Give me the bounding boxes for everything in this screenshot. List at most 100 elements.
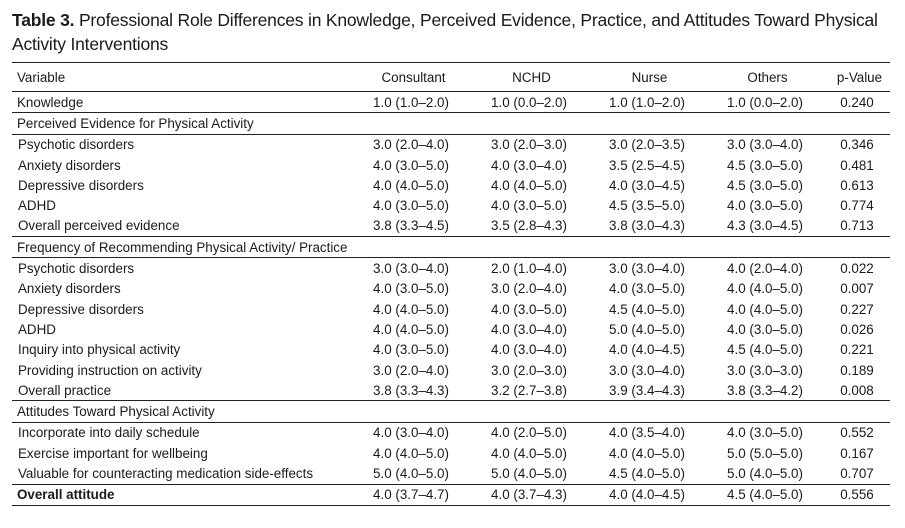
- variable-cell: Valuable for counteracting medication si…: [18, 465, 314, 481]
- nurse-cell: 4.0 (4.0–4.5): [588, 483, 706, 506]
- others-cell: 4.0 (3.0–5.0): [727, 321, 803, 337]
- nurse-cell: 4.5 (3.5–5.0): [609, 198, 685, 214]
- section-title: Frequency of Recommending Physical Activ…: [12, 236, 890, 259]
- table-row: Overall attitude 4.0 (3.7–4.7) 4.0 (3.7–4.…: [12, 483, 890, 506]
- nchd-cell: 2.0 (1.0–4.0): [491, 261, 567, 277]
- consultant-cell: 4.0 (4.0–5.0): [373, 321, 449, 337]
- nurse-cell: 3.8 (3.0–4.3): [609, 218, 685, 234]
- nurse-cell: 5.0 (4.0–5.0): [609, 321, 685, 337]
- header-variable: Variable: [12, 62, 352, 92]
- variable-cell: Knowledge: [12, 90, 352, 114]
- nchd-cell: 4.0 (4.0–5.0): [491, 177, 567, 193]
- nurse-cell: 3.0 (2.0–3.5): [609, 137, 685, 153]
- others-cell: 3.0 (3.0–3.0): [727, 362, 803, 378]
- variable-cell: Depressive disorders: [18, 301, 144, 317]
- p-value-cell: 0.227: [840, 301, 874, 317]
- nchd-cell: 4.0 (3.7–4.3): [470, 483, 588, 506]
- table-row: Providing instruction on activity 3.0 (2.…: [12, 360, 890, 380]
- p-value-cell: 0.221: [840, 342, 874, 358]
- nurse-cell: 4.5 (4.0–5.0): [609, 465, 685, 481]
- p-value-cell: 0.007: [840, 281, 874, 297]
- others-cell: 4.5 (3.0–5.0): [727, 157, 803, 173]
- table-row: Incorporate into daily schedule 4.0 (3.0–…: [12, 422, 890, 443]
- variable-cell: Incorporate into daily schedule: [18, 425, 200, 441]
- nchd-cell: 4.0 (3.0–4.0): [491, 342, 567, 358]
- variable-cell: Psychotic disorders: [18, 137, 135, 153]
- table-row: Valuable for counteracting medication si…: [12, 463, 890, 484]
- consultant-cell: 4.0 (3.0–5.0): [373, 342, 449, 358]
- p-value-cell: 0.481: [840, 157, 874, 173]
- variable-cell: Overall attitude: [12, 483, 352, 506]
- consultant-cell: 3.0 (2.0–4.0): [373, 362, 449, 378]
- nchd-cell: 3.0 (2.0–3.0): [491, 137, 567, 153]
- nchd-cell: 5.0 (4.0–5.0): [491, 465, 567, 481]
- others-cell: 3.0 (3.0–4.0): [727, 137, 803, 153]
- nurse-cell: 4.0 (4.0–5.0): [609, 445, 685, 461]
- others-cell: 4.0 (3.0–5.0): [727, 425, 803, 441]
- consultant-cell: 4.0 (3.7–4.7): [352, 483, 470, 506]
- nchd-cell: 4.0 (3.0–4.0): [491, 157, 567, 173]
- p-value-cell: 0.008: [840, 382, 874, 398]
- consultant-cell: 5.0 (4.0–5.0): [373, 465, 449, 481]
- nurse-cell: 4.5 (4.0–5.0): [609, 301, 685, 317]
- nchd-cell: 4.0 (3.0–5.0): [491, 301, 567, 317]
- nchd-cell: 1.0 (0.0–2.0): [470, 90, 588, 114]
- others-cell: 4.5 (3.0–5.0): [727, 177, 803, 193]
- variable-cell: Depressive disorders: [18, 177, 144, 193]
- table-row: Depressive disorders 4.0 (4.0–5.0) 4.0 (4.…: [12, 175, 890, 195]
- section-title: Attitudes Toward Physical Activity: [12, 400, 890, 423]
- header-nurse: Nurse: [588, 62, 706, 92]
- nchd-cell: 4.0 (3.0–5.0): [491, 198, 567, 214]
- variable-cell: Overall practice: [18, 382, 112, 398]
- nurse-cell: 3.5 (2.5–4.5): [609, 157, 685, 173]
- nurse-cell: 3.0 (3.0–4.0): [609, 261, 685, 277]
- table-row: Psychotic disorders 3.0 (2.0–4.0) 3.0 (2.0…: [12, 134, 890, 155]
- section-header-row: Attitudes Toward Physical Activity: [12, 400, 890, 423]
- p-value-cell: 0.346: [840, 137, 874, 153]
- nurse-cell: 3.9 (3.4–4.3): [609, 382, 685, 398]
- nurse-cell: 4.0 (3.0–4.5): [609, 177, 685, 193]
- consultant-cell: 1.0 (1.0–2.0): [352, 90, 470, 114]
- variable-cell: Anxiety disorders: [18, 281, 121, 297]
- section-header-row: Perceived Evidence for Physical Activity: [12, 112, 890, 135]
- table-row: ADHD 4.0 (3.0–5.0) 4.0 (3.0–5.0) 4.5 (3.5–5…: [12, 195, 890, 215]
- header-others: Others: [706, 62, 824, 92]
- header-row: Variable Consultant NCHD Nurse Others p-…: [12, 62, 890, 92]
- nurse-cell: 1.0 (1.0–2.0): [588, 90, 706, 114]
- table-row: Anxiety disorders 4.0 (3.0–5.0) 4.0 (3.0–4…: [12, 155, 890, 175]
- table-row: Overall practice 3.8 (3.3–4.3) 3.2 (2.7–3.…: [12, 380, 890, 401]
- consultant-cell: 3.0 (2.0–4.0): [373, 137, 449, 153]
- table-caption: Table 3. Professional Role Differences i…: [12, 8, 897, 56]
- table-row: Anxiety disorders 4.0 (3.0–5.0) 3.0 (2.0–4…: [12, 279, 890, 299]
- others-cell: 4.3 (3.0–4.5): [727, 218, 803, 234]
- variable-cell: Inquiry into physical activity: [18, 342, 181, 358]
- others-cell: 3.8 (3.3–4.2): [727, 382, 803, 398]
- table-header: Variable Consultant NCHD Nurse Others p-…: [12, 62, 890, 92]
- consultant-cell: 3.8 (3.3–4.3): [373, 382, 449, 398]
- nchd-cell: 3.0 (2.0–3.0): [491, 362, 567, 378]
- header-consultant: Consultant: [352, 62, 470, 92]
- nchd-cell: 3.5 (2.8–4.3): [491, 218, 567, 234]
- consultant-cell: 4.0 (3.0–5.0): [373, 157, 449, 173]
- p-value-cell: 0.026: [840, 321, 874, 337]
- table-row: Overall perceived evidence 3.8 (3.3–4.5) 3…: [12, 216, 890, 237]
- section-header-row: Frequency of Recommending Physical Activ…: [12, 236, 890, 259]
- variable-cell: ADHD: [18, 198, 56, 214]
- others-cell: 4.0 (4.0–5.0): [727, 281, 803, 297]
- variable-cell: Anxiety disorders: [18, 157, 121, 173]
- table-body: Knowledge 1.0 (1.0–2.0) 1.0 (0.0–2.0) 1.0 (…: [12, 90, 890, 506]
- p-value-cell: 0.240: [824, 90, 890, 114]
- p-value-cell: 0.613: [840, 177, 874, 193]
- p-value-cell: 0.552: [840, 425, 874, 441]
- variable-cell: Exercise important for wellbeing: [18, 445, 208, 461]
- others-cell: 1.0 (0.0–2.0): [706, 90, 824, 114]
- p-value-cell: 0.556: [824, 483, 890, 506]
- caption-label: Table 3.: [12, 10, 75, 30]
- others-cell: 4.0 (3.0–5.0): [727, 198, 803, 214]
- p-value-cell: 0.022: [840, 261, 874, 277]
- table-row: Depressive disorders 4.0 (4.0–5.0) 4.0 (3.…: [12, 299, 890, 319]
- nurse-cell: 3.0 (3.0–4.0): [609, 362, 685, 378]
- consultant-cell: 4.0 (4.0–5.0): [373, 177, 449, 193]
- nchd-cell: 4.0 (3.0–4.0): [491, 321, 567, 337]
